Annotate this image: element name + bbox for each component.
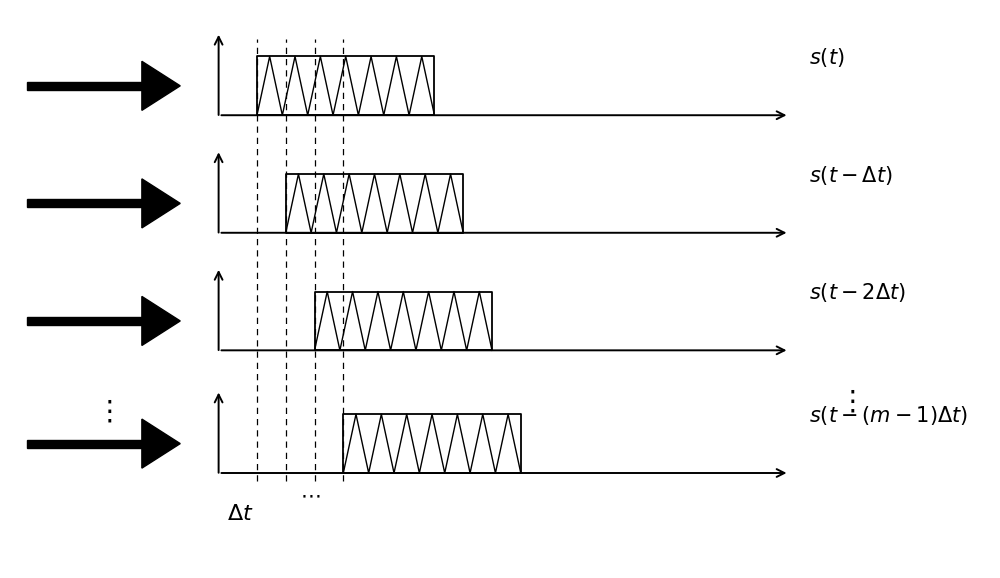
Text: $s\left(t-\left(m-1\right)\Delta t\right)$: $s\left(t-\left(m-1\right)\Delta t\right… — [809, 404, 968, 427]
Text: $\vdots$: $\vdots$ — [95, 398, 112, 425]
Polygon shape — [142, 179, 180, 228]
Text: $\cdots$: $\cdots$ — [300, 485, 320, 505]
Text: $s\left(t-2\Delta t\right)$: $s\left(t-2\Delta t\right)$ — [809, 281, 905, 305]
Polygon shape — [142, 419, 180, 468]
Polygon shape — [27, 199, 142, 208]
Text: $\vdots$: $\vdots$ — [838, 387, 856, 416]
Polygon shape — [27, 439, 142, 448]
Text: $s\left(t-\Delta t\right)$: $s\left(t-\Delta t\right)$ — [809, 164, 892, 187]
Polygon shape — [27, 81, 142, 90]
Polygon shape — [142, 61, 180, 110]
Text: $\Delta t$: $\Delta t$ — [227, 503, 254, 525]
Polygon shape — [142, 297, 180, 346]
Polygon shape — [27, 317, 142, 325]
Text: $s\left(t\right)$: $s\left(t\right)$ — [809, 46, 844, 69]
